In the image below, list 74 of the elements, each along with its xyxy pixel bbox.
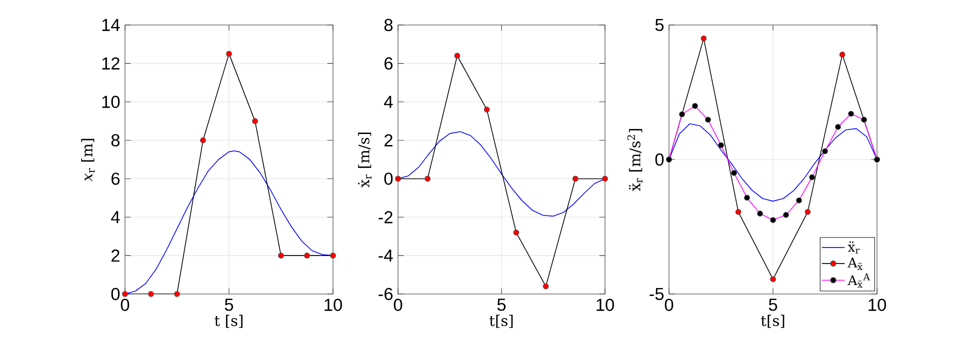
point xyxy=(848,110,854,117)
y-axis-title: x$_{r}$ [m] xyxy=(81,138,95,182)
y-tick-label: -6 xyxy=(378,288,393,300)
point xyxy=(542,283,549,290)
point xyxy=(735,209,742,215)
x-axis-title: t[s] xyxy=(761,314,784,328)
y-tick-label: -2 xyxy=(378,211,392,224)
y-tick-label: 8 xyxy=(111,134,120,146)
point xyxy=(602,176,608,182)
y-tick-label: -4 xyxy=(378,250,393,262)
y-tick-label: 14 xyxy=(102,19,120,31)
y-tick-label: 2 xyxy=(112,250,120,262)
point xyxy=(718,142,724,148)
y-axis-title: ẍ$_{r}$ [m/s$^{2}$] xyxy=(627,129,642,192)
point xyxy=(424,176,431,182)
y-tick-label: 0 xyxy=(384,172,393,185)
point xyxy=(148,291,154,297)
point xyxy=(804,209,811,215)
y-tick-label: 2 xyxy=(384,134,392,146)
x-tick-label: 5 xyxy=(497,298,506,311)
point xyxy=(757,210,763,217)
y-tick-label: 0 xyxy=(655,153,664,166)
x-tick-label: 0 xyxy=(120,298,130,311)
y-tick-label: 4 xyxy=(384,96,393,108)
x-tick-label: 10 xyxy=(596,298,614,311)
x-tick-label: 10 xyxy=(324,298,342,311)
y-tick-label: -5 xyxy=(650,288,664,300)
point xyxy=(513,230,520,236)
point xyxy=(861,116,867,123)
y-tick-label: 4 xyxy=(111,211,120,224)
point xyxy=(174,291,180,297)
point xyxy=(839,52,846,58)
point xyxy=(744,194,750,201)
point xyxy=(770,217,776,223)
point xyxy=(454,52,460,59)
point xyxy=(679,111,685,118)
y-tick-label: 6 xyxy=(384,57,393,70)
x-tick-label: 5 xyxy=(768,298,778,311)
y-tick-label: 6 xyxy=(112,172,120,185)
y-tick-label: 12 xyxy=(102,57,120,70)
point xyxy=(278,252,284,259)
point xyxy=(835,124,841,130)
x-tick-label: 0 xyxy=(664,298,674,311)
x-tick-label: 10 xyxy=(868,298,886,311)
x-tick-label: 5 xyxy=(224,298,234,311)
point xyxy=(783,212,789,218)
y-tick-label: 8 xyxy=(384,18,393,32)
point xyxy=(692,103,698,109)
point xyxy=(731,170,737,176)
legend-label: A$_{ẍ}$A xyxy=(848,273,870,288)
y-axis-title: ẋ$_{r}$ [m/s] xyxy=(358,132,372,188)
point xyxy=(304,252,310,259)
point xyxy=(330,252,336,259)
point xyxy=(770,276,776,282)
point xyxy=(395,176,401,182)
y-tick-label: 5 xyxy=(655,18,664,32)
point xyxy=(822,148,828,154)
legend-label: ẍ$_{r}$ xyxy=(848,241,860,254)
x-tick-label: 0 xyxy=(394,298,402,311)
point xyxy=(796,197,802,204)
point xyxy=(484,106,490,112)
point xyxy=(200,137,206,144)
x-axis-title: t[s] xyxy=(489,314,513,328)
x-axis-title: t [s] xyxy=(214,314,242,328)
point xyxy=(252,118,258,124)
y-tick-label: 0 xyxy=(111,288,120,300)
point xyxy=(226,50,232,57)
point xyxy=(122,291,128,297)
point xyxy=(700,36,707,42)
legend-label: A$_{ẍ}$ xyxy=(848,258,862,270)
point xyxy=(572,176,578,182)
point xyxy=(705,116,711,123)
point xyxy=(809,174,815,180)
y-tick-label: 10 xyxy=(102,96,120,108)
